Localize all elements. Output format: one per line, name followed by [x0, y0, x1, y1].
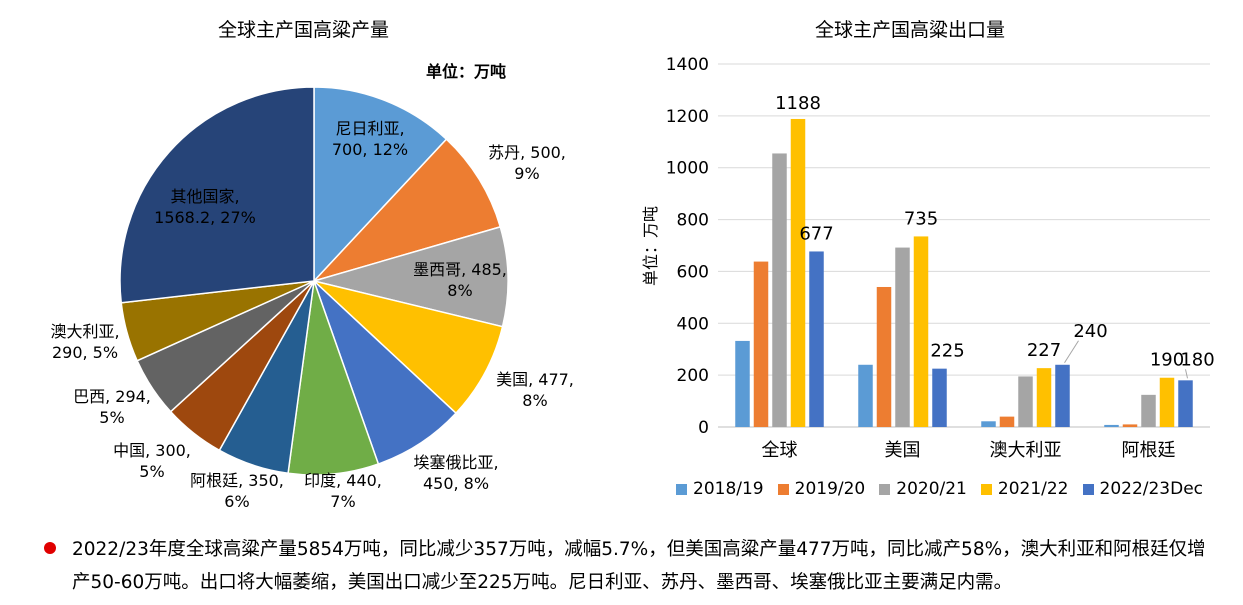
data-label-leader-line: [1064, 340, 1079, 364]
bar-2020/21-全球: [772, 153, 787, 428]
pie-label-苏丹: 苏丹, 500, 9%: [488, 143, 566, 183]
pie-chart-title: 全球主产国高粱产量: [218, 19, 390, 41]
bar-data-label: 735: [904, 208, 938, 229]
pie-label-印度: 印度, 440, 7%: [304, 471, 382, 511]
bar-2019/20-澳大利亚: [999, 416, 1015, 427]
pie-slice-墨西哥: [311, 225, 509, 328]
pie-slice-埃塞俄比亚: [313, 280, 458, 465]
bar-2020/21-澳大利亚: [1018, 376, 1033, 427]
bar-2019/20-美国: [876, 286, 892, 427]
pie-label-澳大利亚: 澳大利亚, 290, 5%: [50, 322, 119, 362]
pie-slice-其他国家: [119, 86, 315, 304]
legend-item: 2022/23Dec: [1082, 479, 1204, 499]
x-category-label: 美国: [885, 440, 921, 461]
bar-2021/22-阿根廷: [1159, 377, 1175, 427]
pie-label-埃塞俄比亚: 埃塞俄比亚, 450, 8%: [413, 453, 498, 493]
y-tick-label: 200: [677, 366, 709, 386]
bar-chart-legend: 2018/19 2019/20 2020/21 2021/22 2022/23Dec: [676, 479, 1203, 499]
bar-2019/20-阿根廷: [1122, 424, 1138, 427]
legend-swatch: [676, 483, 687, 495]
bar-data-label: 240: [1073, 321, 1107, 342]
pie-chart: 尼日利亚, 700, 12% 苏丹, 500, 9% 墨西哥, 485, 8% 美国, 47…: [50, 86, 574, 511]
bar-data-label: 1188: [775, 93, 821, 114]
y-tick-label: 0: [698, 418, 709, 438]
bar-2022/23Dec-阿根廷: [1178, 380, 1193, 427]
pie-label-阿根廷: 阿根廷, 350, 6%: [190, 471, 284, 511]
legend-swatch: [879, 483, 891, 495]
bar-2021/22-美国: [913, 236, 929, 427]
legend-item: 2021/22: [980, 479, 1069, 499]
pie-label-巴西: 巴西, 294, 5%: [73, 387, 151, 427]
y-axis-label: 单位：万吨: [641, 206, 660, 286]
y-tick-label: 1200: [666, 107, 709, 127]
bar-2022/23Dec-澳大利亚: [1055, 364, 1070, 427]
bar-data-label: 225: [930, 341, 964, 362]
legend-swatch: [777, 483, 789, 495]
bar-data-label: 677: [799, 223, 833, 244]
y-tick-label: 400: [677, 314, 709, 334]
y-tick-label: 1000: [666, 159, 709, 179]
pie-label-墨西哥: 墨西哥, 485, 8%: [413, 260, 507, 300]
bar-2022/23Dec-美国: [932, 368, 947, 427]
bar-2021/22-澳大利亚: [1036, 368, 1052, 427]
bar-data-label: 180: [1180, 349, 1214, 370]
charts-canvas: 尼日利亚, 700, 12% 苏丹, 500, 9% 墨西哥, 485, 8% 美国, 47…: [50, 55, 1215, 511]
legend-item: 2018/19: [676, 479, 764, 499]
pie-slice-苏丹: [311, 138, 502, 283]
pie-unit-note: 单位：万吨: [426, 62, 507, 81]
bar-2020/21-美国: [895, 247, 910, 427]
pie-slice-尼日利亚: [313, 86, 448, 283]
bar-2018/19-全球: [735, 340, 750, 427]
legend-item: 2020/21: [879, 479, 967, 499]
pie-label-其他国家: 其他国家, 1568.2, 27%: [154, 187, 256, 227]
y-tick-label: 800: [677, 211, 709, 231]
pie-slice-美国: [311, 279, 504, 415]
legend-label: 2018/19: [693, 479, 764, 499]
bar-2021/22-全球: [790, 118, 806, 428]
pie-label-美国: 美国, 477, 8%: [496, 370, 574, 410]
bar-2022/23Dec-全球: [809, 251, 824, 427]
bar-2018/19-美国: [858, 364, 873, 427]
bar-2019/20-全球: [753, 261, 769, 427]
legend-label: 2020/21: [896, 479, 967, 499]
summary-note-text: 2022/23年度全球高粱产量5854万吨，同比减少357万吨，减幅5.7%，但…: [72, 539, 1206, 593]
data-label-leader-line: [1185, 369, 1188, 379]
legend-item: 2019/20: [777, 479, 866, 499]
legend-label: 2021/22: [997, 479, 1069, 499]
x-category-label: 澳大利亚: [990, 440, 1062, 461]
legend-swatch: [980, 483, 992, 495]
x-category-label: 阿根廷: [1122, 440, 1176, 461]
bar-chart-title: 全球主产国高粱出口量: [815, 19, 1006, 41]
summary-note: 2022/23年度全球高粱产量5854万吨，同比减少357万吨，减幅5.7%，但…: [44, 533, 1224, 599]
pie-label-尼日利亚: 尼日利亚, 700, 12%: [332, 119, 408, 159]
bar-2020/21-阿根廷: [1141, 394, 1156, 427]
bar-2018/19-澳大利亚: [981, 421, 996, 427]
legend-swatch: [1082, 483, 1094, 495]
y-tick-label: 600: [677, 262, 709, 282]
bar-data-label: 190: [1150, 350, 1184, 371]
x-category-label: 全球: [762, 440, 798, 461]
bar-data-label: 227: [1027, 340, 1061, 361]
y-tick-label: 1400: [666, 55, 709, 75]
legend-label: 2019/20: [794, 479, 866, 499]
red-bullet-icon: [44, 542, 56, 554]
legend-label: 2022/23Dec: [1099, 479, 1204, 499]
bar-2018/19-阿根廷: [1104, 424, 1119, 427]
pie-label-中国: 中国, 300, 5%: [113, 441, 191, 481]
